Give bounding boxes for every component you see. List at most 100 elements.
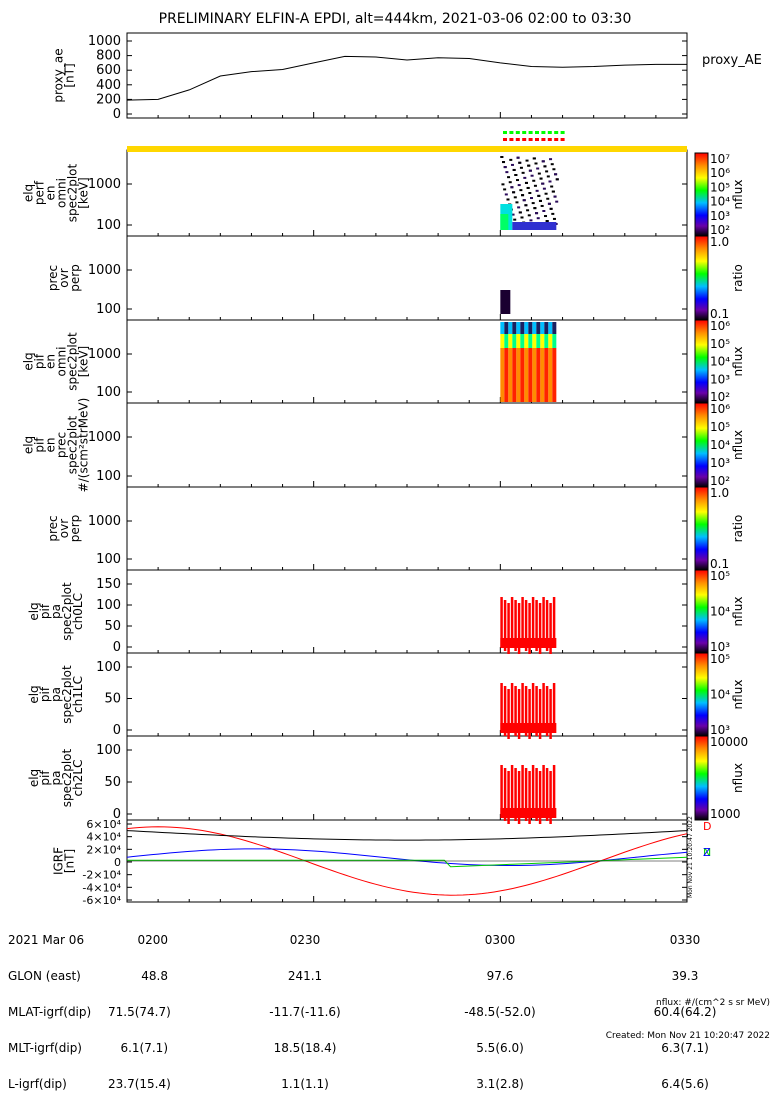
science-zone-mark [560,131,565,134]
spectrogram-pixel [514,600,517,651]
spectrogram-pixel [537,172,541,175]
colorbar-tick-label: 10000 [710,735,748,749]
science-zone-mark [541,138,546,141]
spectrogram-pixel [512,348,517,402]
spectrogram-pixel [553,195,557,198]
spectrogram-pixel [515,201,519,204]
spectrogram-pixel [502,161,506,164]
plot-area: proxy_ae[nT]02004006008001000proxy_AEelq… [22,32,762,907]
footer-label-mlat: MLAT-igrf(dip) [8,1005,92,1019]
spectrogram-pixel [516,348,521,402]
colorbar [694,569,709,654]
colorbar-title: ratio [731,264,745,292]
spectrogram-pixel [552,683,556,733]
spectrogram-pixel [510,597,514,648]
footer-value: 39.3 [671,969,699,983]
panel-frame [126,402,688,488]
spectrogram-pixel [508,181,512,184]
spectrogram-pixel [528,169,532,172]
science-zone-mark [503,131,507,134]
panel-ylabel: ch2LC [71,760,85,797]
spectrogram-pixel [552,168,556,171]
spectrogram-pixel [538,689,542,739]
panel-ylabel: prec [46,515,60,541]
colorbar-tick-label: 10⁵ [710,652,730,666]
colorbar-tick-label: 10³ [710,372,730,386]
panel-frame [126,735,688,821]
panel-ylabel: ovr [57,519,71,538]
spectrogram-pixel [507,603,510,654]
footer-value: 18.5(18.4) [273,1041,337,1055]
panel-ylabel: omni [55,347,69,377]
spectrogram-pixel [549,158,553,161]
spectrogram-pixel [524,686,528,736]
colorbar-tick-label: 10² [710,223,730,237]
spectrogram-pixel [507,176,511,179]
y-tick-label: 4×10⁴ [86,831,121,844]
panel-ylabel: perp [68,264,82,292]
series-legend: proxy_AE [702,53,762,68]
panel-ylabel: IGRF [52,847,66,875]
footer-value: 5.5(6.0) [476,1041,524,1055]
spectrogram-pixel [507,689,510,739]
spectrogram-pixel [512,322,517,334]
y-tick-label: 2×10⁴ [86,843,121,856]
spectrogram-pixel [500,156,504,158]
spectrogram-pixel [539,177,543,180]
colorbar-title: nflux [731,347,745,377]
colorbar-tick-label: 10² [710,390,730,404]
spectrogram-pixel [555,200,559,203]
spectrogram-pixel [549,603,552,654]
spectrogram-pixel [500,638,557,648]
spectrogram-pixel [510,186,514,189]
spectrogram-pixel [526,186,530,189]
spectrogram-pixel [503,188,507,191]
panel-frame [126,319,688,404]
spectrogram-pixel [500,808,557,818]
spectrogram-pixel [518,161,522,164]
y-tick-label: -4×10⁴ [82,881,121,894]
spectrogram-pixel [504,193,508,196]
spectrogram-pixel [529,219,533,222]
colorbar-tick-label: 10³ [710,456,730,470]
spectrogram-pixel [534,162,538,165]
y-tick-label: -2×10⁴ [82,869,121,882]
spectrogram-pixel [514,174,518,176]
spectrogram-pixel [540,322,545,334]
spectrogram-pixel [500,322,505,334]
panel-frame [126,569,688,654]
spectrogram-pixel [520,216,524,219]
footer-label-mlt: MLT-igrf(dip) [8,1041,82,1055]
science-zone-mark [528,131,533,134]
science-zone-mark [509,138,514,141]
spectrogram-pixel [535,686,538,736]
panel-frame [126,652,688,737]
proxy-ae-line [126,55,687,101]
y-tick-label: 100 [96,469,121,484]
spectrogram-pixel [544,192,548,195]
spectrogram-pixel [503,166,507,169]
spectrogram-pixel [533,184,537,187]
colorbar-tick-label: 10³ [710,640,730,654]
colorbar-tick-label: 10⁷ [710,152,730,166]
y-tick-label: 1000 [88,177,121,192]
panel-ylabel: en [44,354,58,369]
panel-ylabel: spec2plot [60,748,74,807]
spectrogram-pixel [540,334,545,348]
spectrogram-pixel [524,204,528,207]
spectrogram-pixel [550,185,554,188]
spectrogram-pixel [503,768,507,821]
spectrogram-pixel [500,334,505,348]
spectrogram-pixel [524,322,529,334]
spectrogram-pixel [523,176,527,179]
igrf-mark: D [703,820,711,833]
colorbar-tick-label: 10² [710,474,730,488]
panel-ylabel: ch0LC [71,593,85,630]
panel-ylabel: en [44,186,58,201]
spectrogram-pixel [510,163,514,166]
spectrogram-pixel [500,290,511,314]
panel-ylabel: spec2plot [60,665,74,724]
colorbar-tick-label: 10⁵ [710,337,730,351]
footer-value: 6.1(7.1) [120,1041,168,1055]
footer-value: 241.1 [287,969,323,983]
